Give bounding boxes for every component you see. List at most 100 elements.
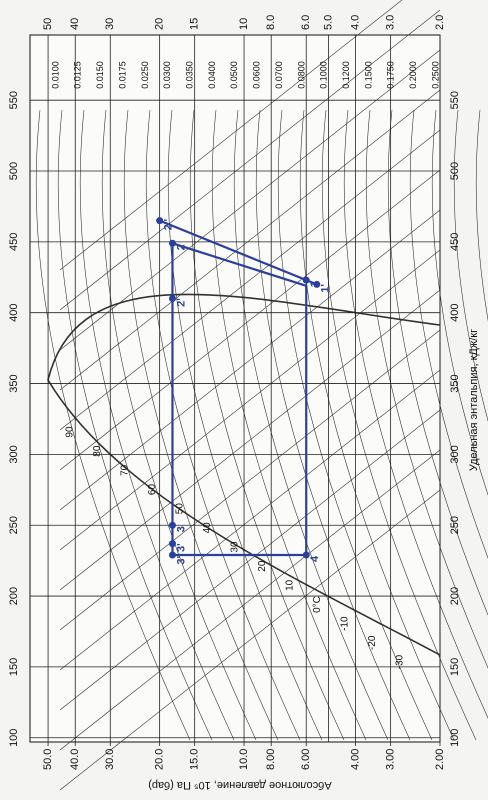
isentrope — [59, 169, 441, 471]
volume-label: 0.1750 — [386, 61, 396, 89]
volume-label: 0.0250 — [140, 61, 150, 89]
volume-label: 0.2000 — [408, 61, 418, 89]
point-label: 2 — [175, 244, 187, 250]
x-tick-label: 150 — [449, 658, 461, 676]
temperature-label: 0°C — [312, 596, 323, 613]
point-label: 4 — [309, 555, 321, 562]
isotherm — [123, 109, 279, 741]
point-label: 3' — [175, 543, 187, 552]
x-tick-label: 450 — [8, 233, 20, 251]
isentrope — [59, 89, 441, 391]
temperature-label: 60 — [147, 484, 158, 496]
volume-label: 0.0300 — [162, 61, 172, 89]
isotherm — [321, 109, 477, 741]
y-tick-label: 4.00 — [350, 749, 362, 770]
y-tick-label: 50.0 — [42, 749, 54, 770]
isolines — [35, 0, 488, 791]
isentrope — [59, 249, 441, 551]
cycle-point — [302, 551, 310, 559]
isentrope — [59, 449, 441, 751]
temperature-label: 10 — [285, 579, 296, 591]
volume-label: 0.1200 — [341, 61, 351, 89]
x-tick-label: 500 — [449, 162, 461, 180]
volume-label: 0.0700 — [274, 61, 284, 89]
temperature-label: 30 — [230, 541, 241, 553]
point-label: 1' — [320, 284, 332, 293]
y-tick-label: 10.0 — [238, 749, 250, 770]
y-tick-label: 2.0 — [434, 15, 446, 30]
isotherm — [57, 109, 213, 741]
isentrope — [59, 0, 403, 271]
volume-label: 0.0400 — [207, 61, 217, 89]
y-tick-label: 50 — [42, 18, 54, 30]
temperature-label: -10 — [340, 616, 351, 631]
temperature-label: -20 — [367, 635, 378, 650]
y-tick-label: 20.0 — [154, 749, 166, 770]
plot-area — [29, 34, 441, 743]
cycle-point — [168, 521, 176, 529]
y-tick-label: 30.0 — [104, 749, 116, 770]
volume-label: 0.0125 — [73, 61, 83, 89]
y-tick-label: 2.00 — [434, 749, 446, 770]
y-tick-label: 30 — [104, 18, 116, 30]
cycle-point — [168, 239, 176, 247]
isotherm — [475, 109, 488, 322]
x-tick-label: 550 — [449, 91, 461, 109]
y-tick-label: 3.00 — [385, 749, 397, 770]
volume-label: 0.0500 — [229, 61, 239, 89]
y-tick-label: 40.0 — [69, 749, 81, 770]
y-tick-label: 10 — [238, 18, 250, 30]
x-tick-label: 350 — [449, 374, 461, 392]
isotherm — [101, 109, 257, 741]
volume-label: 0.1000 — [319, 61, 329, 89]
isotherm — [387, 109, 488, 616]
volume-label: 0.1500 — [363, 61, 373, 89]
isentrope — [59, 209, 441, 511]
isotherm — [299, 109, 455, 741]
isentrope — [59, 409, 441, 711]
isentrope — [59, 289, 441, 591]
y-tick-label: 8.00 — [265, 749, 277, 770]
y-tick-label: 6.0 — [300, 15, 312, 30]
y-tick-label: 4.0 — [350, 15, 362, 30]
x-axis-label: Удельная энтальпия, кДж/кг — [468, 329, 480, 471]
volume-label: 0.0175 — [117, 61, 127, 89]
y-tick-label: 15.0 — [189, 749, 201, 770]
cycle-point — [168, 551, 176, 559]
cycle-point — [302, 276, 310, 284]
y-tick-label: 15 — [189, 18, 201, 30]
point-label: 3 — [175, 526, 187, 532]
x-tick-label: 300 — [449, 445, 461, 463]
x-tick-label: 250 — [449, 516, 461, 534]
cycle-point — [168, 295, 176, 303]
isotherm — [343, 109, 488, 719]
isotherm — [167, 109, 323, 741]
cycle-line — [159, 219, 318, 286]
y-tick-label: 20 — [154, 18, 166, 30]
isentrope — [59, 369, 441, 671]
x-tick-label: 250 — [8, 516, 20, 534]
volume-label: 0.0600 — [252, 61, 262, 89]
x-tick-label: 100 — [8, 729, 20, 747]
x-tick-label: 550 — [8, 91, 20, 109]
x-tick-label: 100 — [449, 729, 461, 747]
isotherm — [189, 109, 345, 741]
isotherm — [35, 109, 191, 741]
isotherm — [365, 109, 488, 669]
isotherm — [145, 109, 301, 741]
isotherm — [277, 109, 433, 741]
isentrope — [59, 329, 441, 631]
x-tick-label: 200 — [449, 587, 461, 605]
temperature-label: 20 — [257, 560, 268, 572]
x-tick-label: 400 — [8, 304, 20, 322]
y-tick-label: 5.0 — [322, 15, 334, 30]
isotherm — [255, 109, 411, 741]
x-tick-label: 200 — [8, 587, 20, 605]
x-tick-label: 500 — [8, 162, 20, 180]
cycle-point — [313, 280, 321, 288]
isotherm — [431, 109, 488, 496]
volume-label: 0.0100 — [50, 61, 60, 89]
x-tick-label: 400 — [449, 304, 461, 322]
y-tick-label: 6.00 — [300, 749, 312, 770]
